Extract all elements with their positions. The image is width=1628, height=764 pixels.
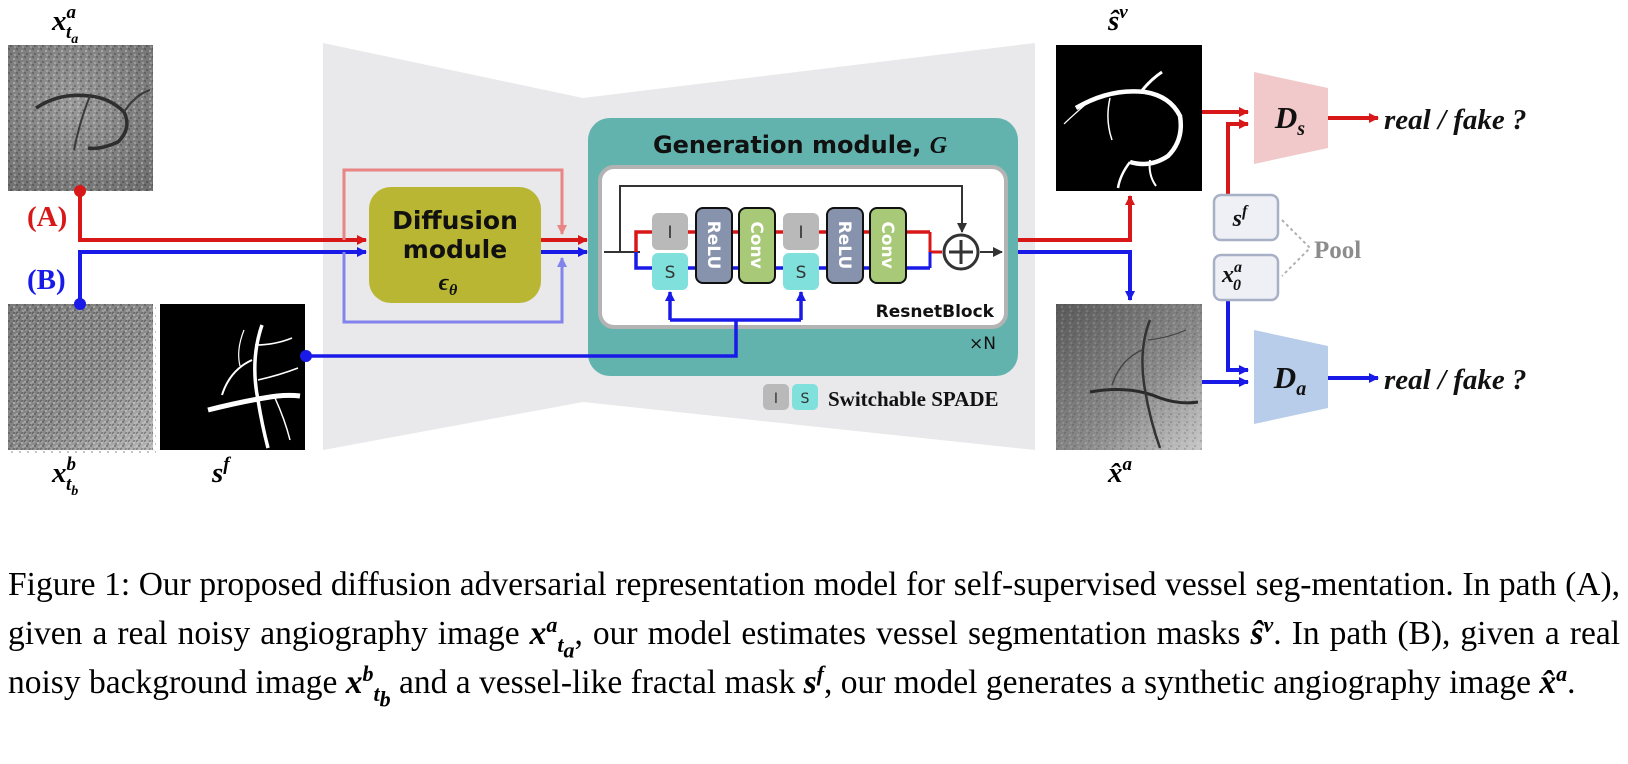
svg-text:Switchable SPADE: Switchable SPADE [828,387,999,411]
svg-text:module: module [403,235,507,264]
svg-text:S: S [801,391,810,407]
conv-block-1: Conv [738,207,776,284]
label-output-segmentation: ŝv [1107,2,1128,37]
diagram: xa ta xb tb sf ŝv x̂a (A) (B) Diffusion mo… [8,2,1527,499]
pool-item-fractal: sf [1212,193,1280,242]
pool-label: Pool [1314,237,1361,264]
path-a-connector [74,185,367,245]
svg-text:sf: sf [1232,203,1249,232]
caption-math-fractal: sf [803,660,824,701]
svg-text:xa0: xa 0 [1221,259,1242,294]
figure-caption: Figure 1: Our proposed diffusion adversa… [8,566,1621,712]
label-input-background: xb tb [51,454,78,499]
svg-text:S: S [665,263,676,283]
svg-text:I: I [774,391,778,407]
pool-item-angiography: xa 0 [1212,253,1280,302]
path-b-connector [74,247,367,310]
input-angiography-image [8,45,153,191]
svg-text:I: I [667,223,672,243]
sum-node [942,233,980,271]
svg-text:Conv: Conv [877,221,897,268]
svg-text:ϵθ: ϵθ [439,270,458,299]
pool-x0-to-discriminator [1226,300,1249,375]
input-background-image [8,304,156,453]
pool-sf-to-discriminator [1226,119,1249,196]
resnet-block: ResnetBlock I S ReLU Conv I [598,165,1008,329]
discriminator-angiography: Da [1254,330,1328,424]
spade-block-2: I S [783,213,819,290]
fractal-mask-connector [300,320,738,362]
svg-text:Diffusion: Diffusion [392,206,518,235]
svg-text:S: S [796,263,807,283]
spade-block-1: I S [652,213,688,290]
output-synthetic-angiography-image [1056,304,1202,450]
svg-text:Ds: Ds [1274,100,1305,140]
output-segmentation-image [1056,45,1202,191]
caption-math-input-b: xbtb [345,660,391,712]
discriminator-s-output-label: real / fake ? [1384,104,1527,136]
label-path-b: (B) [27,264,66,296]
skip-connection-b [342,252,567,324]
output-path-b [1018,250,1135,301]
label-fractal-mask: sf [211,454,231,489]
label-path-a: (A) [27,201,67,233]
caption-math-input-a: xata [529,611,575,663]
repeat-label: ×N [969,334,996,354]
skip-connection-a [342,168,567,240]
fractal-mask-image [160,304,305,450]
discriminator-segmentation: Ds [1254,72,1328,164]
pool-bracket [1281,219,1312,277]
discriminator-a-output-label: real / fake ? [1384,364,1527,396]
legend-switchable-spade: I S Switchable SPADE [763,384,999,411]
relu-block-1: ReLU [695,207,733,284]
svg-text:Conv: Conv [746,221,766,268]
relu-block-2: ReLU [826,207,864,284]
svg-text:Da: Da [1273,360,1306,400]
label-output-synthetic: x̂a [1107,454,1133,489]
svg-text:Generation module, G: Generation module, G [653,131,948,159]
caption-math-out-img: x̂a [1539,660,1568,701]
label-input-angiography: xa ta [51,2,78,47]
svg-text:ReLU: ReLU [703,221,723,270]
svg-text:ResnetBlock: ResnetBlock [876,302,995,322]
svg-text:I: I [798,223,803,243]
diffusion-module: Diffusion module ϵθ [369,187,541,303]
svg-text:ReLU: ReLU [834,221,854,270]
output-path-a [1018,195,1135,242]
conv-block-2: Conv [869,207,907,284]
caption-math-out-seg: ŝv [1250,611,1274,652]
